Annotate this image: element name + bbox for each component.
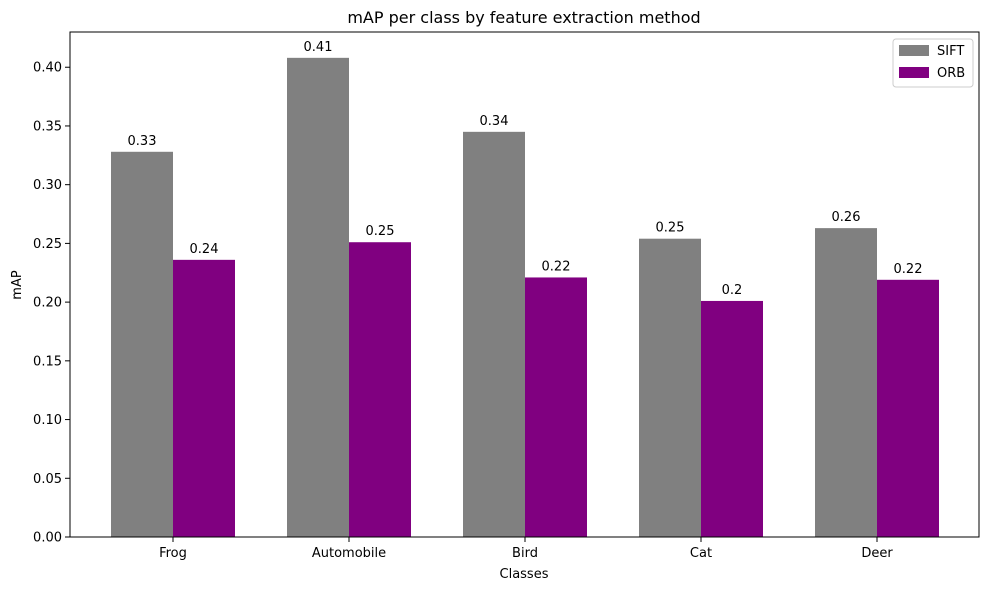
bar-sift-deer [815,228,877,537]
x-tick-label: Frog [159,546,187,561]
bar-value-label-orb: 0.24 [190,242,219,257]
bars-group [111,57,939,538]
bar-value-label-orb: 0.25 [366,224,395,239]
bar-value-label-orb: 0.22 [542,259,571,274]
y-tick-label: 0.10 [33,413,62,428]
y-tick-label: 0.05 [33,472,62,487]
x-tick-label: Bird [512,546,538,561]
bar-sift-cat [639,238,701,537]
bar-value-label-sift: 0.41 [304,40,333,55]
x-axis-label: Classes [500,567,549,582]
x-axis: Frog Automobile Bird Cat Deer [159,537,893,561]
y-tick-label: 0.35 [33,119,62,134]
bar-orb-deer [877,279,939,537]
bar-labels-group: 0.33 0.41 0.34 0.25 0.26 0.24 0.25 0.22 0.2 0.22 [128,40,923,298]
bar-value-label-orb: 0.22 [894,262,923,277]
y-axis-label: mAP [10,270,25,300]
bar-orb-automobile [349,242,411,537]
bar-sift-frog [111,151,173,537]
x-tick-label: Automobile [312,546,386,561]
x-tick-label: Cat [690,546,712,561]
bar-sift-bird [463,131,525,538]
legend-label-orb: ORB [937,66,965,81]
plot-frame [69,31,980,538]
bar-value-label-orb: 0.2 [722,283,743,298]
y-tick-label: 0.15 [33,354,62,369]
legend: SIFT ORB [892,38,974,88]
y-tick-label: 0.30 [33,178,62,193]
legend-swatch-sift [899,45,929,56]
chart-title: mAP per class by feature extraction meth… [347,8,700,27]
bar-value-label-sift: 0.25 [656,221,685,236]
bar-orb-cat [701,300,763,537]
bar-value-label-sift: 0.33 [128,134,157,149]
bar-value-label-sift: 0.26 [832,210,861,225]
y-tick-label: 0.00 [33,531,62,546]
bar-orb-frog [173,259,235,537]
legend-swatch-orb [899,67,929,78]
x-tick-label: Deer [861,546,893,561]
bar-value-label-sift: 0.34 [480,114,509,129]
y-axis: 0.00 0.05 0.10 0.15 0.20 0.25 0.30 0.35 0.40 [33,61,70,546]
legend-label-sift: SIFT [937,44,964,59]
y-tick-label: 0.20 [33,296,62,311]
bar-orb-bird [525,277,587,537]
y-tick-label: 0.40 [33,61,62,76]
bar-sift-automobile [287,57,349,537]
y-tick-label: 0.25 [33,237,62,252]
